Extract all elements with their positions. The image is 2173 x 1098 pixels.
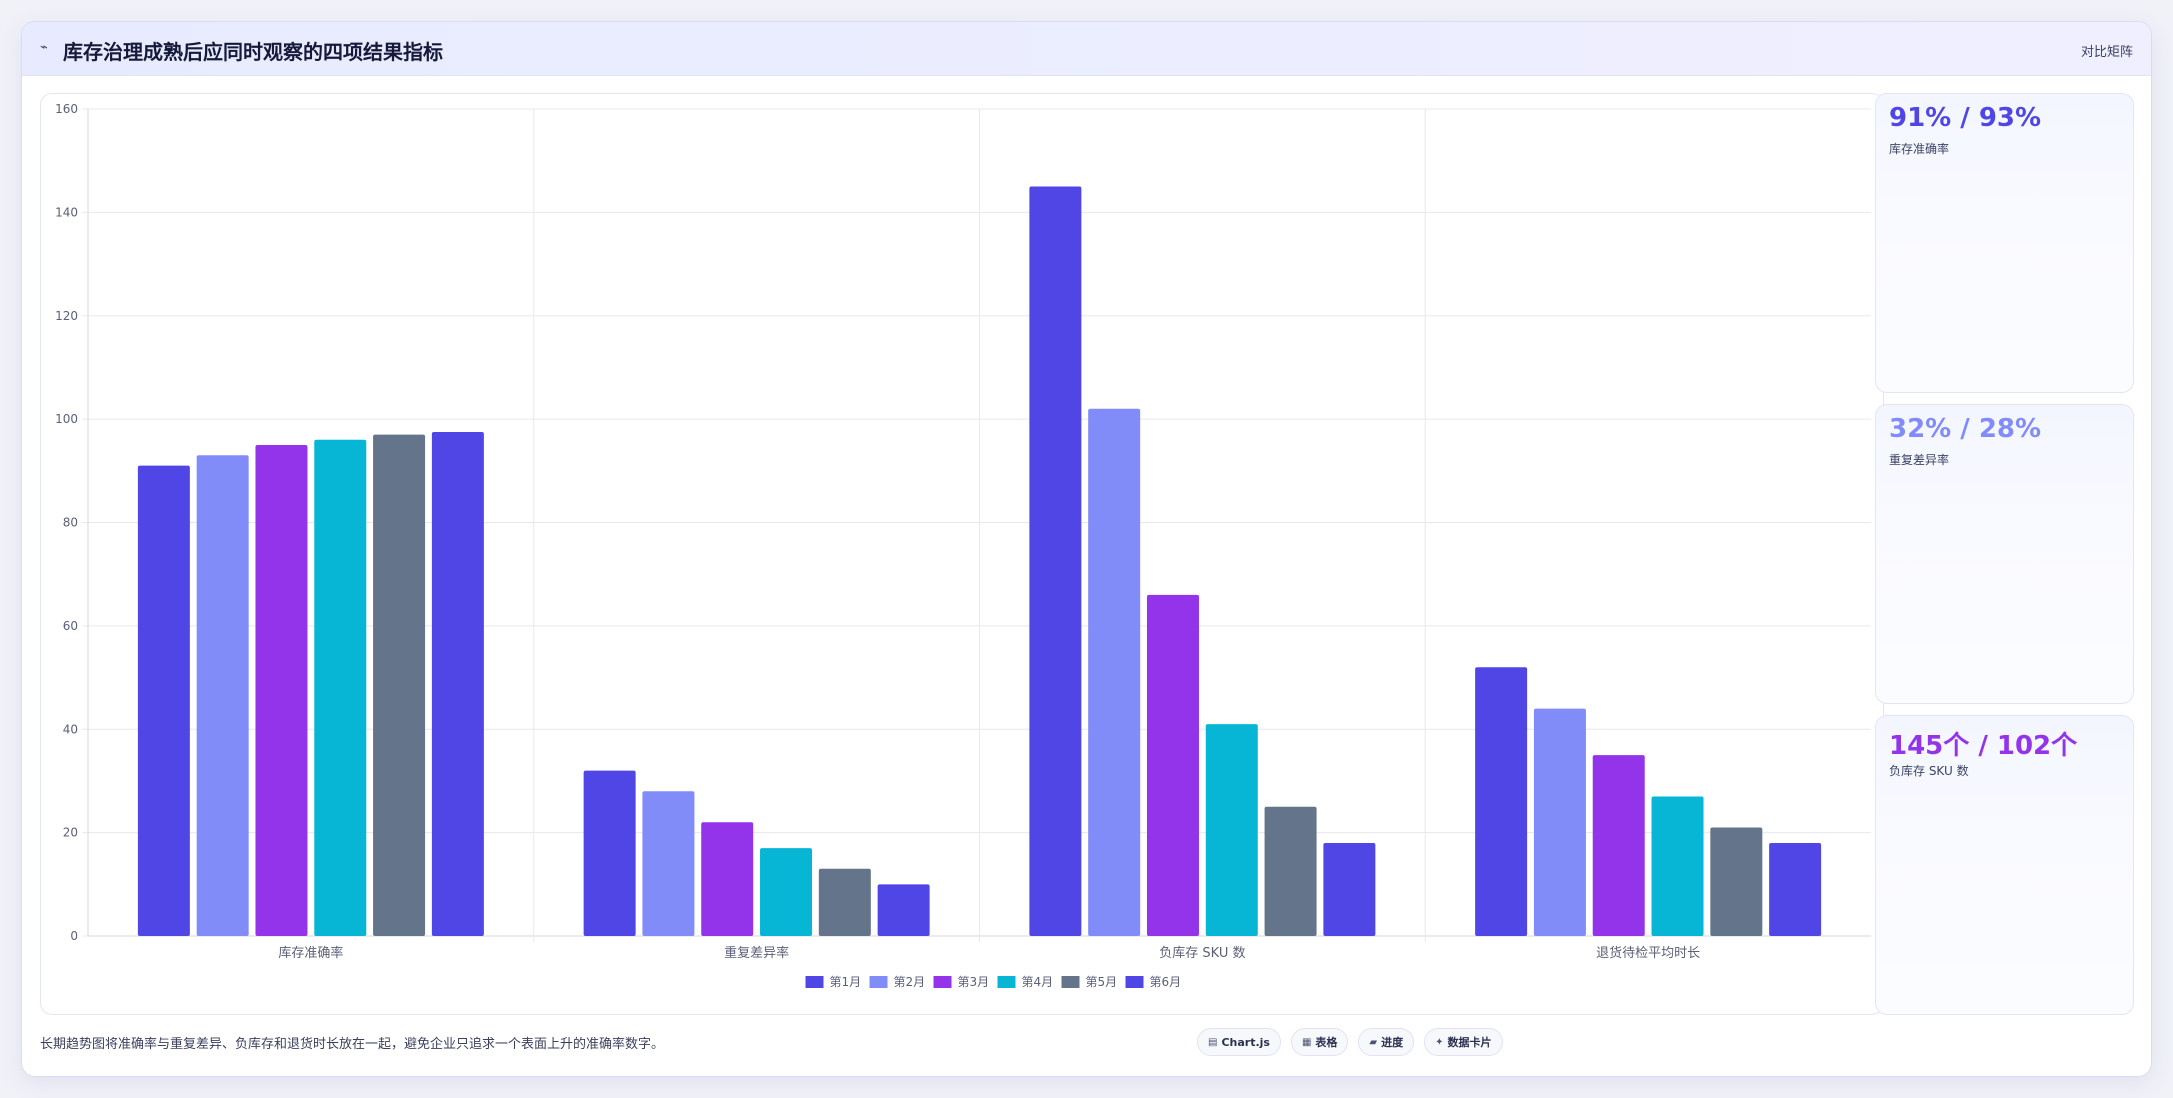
bar — [1205, 724, 1258, 936]
bar — [642, 791, 695, 936]
legend-swatch — [1125, 976, 1144, 988]
stat-label: 库存准确率 — [1889, 142, 1950, 156]
x-tick-label: 库存准确率 — [278, 945, 343, 961]
legend-label: 第5月 — [1086, 975, 1118, 989]
y-tick-label: 100 — [55, 412, 78, 426]
bar — [255, 444, 308, 936]
chartjs-chip[interactable]: ▤ Chart.js — [1197, 1028, 1281, 1056]
y-tick-label: 20 — [63, 826, 78, 840]
bar — [1710, 827, 1763, 936]
bar — [1592, 755, 1645, 936]
legend-label: 第4月 — [1022, 975, 1054, 989]
bar — [1146, 594, 1199, 936]
bar — [1769, 842, 1822, 936]
tool-chips: ▤ Chart.js ▦ 表格 ▰ 进度 ✦ 数据卡片 — [1197, 1028, 1503, 1056]
bar — [1088, 408, 1141, 937]
y-tick-label: 60 — [63, 619, 78, 633]
progress-chip[interactable]: ▰ 进度 — [1358, 1028, 1415, 1056]
stat-value: 32% / 28% — [1889, 414, 2042, 444]
x-tick-label: 重复差异率 — [724, 945, 789, 961]
bar — [760, 848, 813, 936]
stat-value: 91% / 93% — [1889, 103, 2042, 133]
stat-card-accuracy: 91% / 93% 库存准确率 — [1875, 93, 2134, 393]
page-title: 库存治理成熟后应同时观察的四项结果指标 — [63, 40, 443, 64]
x-tick-label: 负库存 SKU 数 — [1159, 945, 1245, 961]
bar — [431, 432, 484, 936]
legend-label: 第6月 — [1150, 975, 1182, 989]
legend-label: 第1月 — [830, 975, 862, 989]
table-chip[interactable]: ▦ 表格 — [1290, 1028, 1349, 1056]
y-tick-label: 40 — [63, 722, 78, 736]
stat-label: 负库存 SKU 数 — [1889, 764, 1969, 778]
legend-swatch — [869, 976, 888, 988]
chart-icon: ▤ — [1208, 1036, 1218, 1048]
bar-chart: 0 20 40 60 80 100 120 140 160 库存准确率 重复差异率 负库存 SKU 数… — [55, 102, 1871, 989]
y-tick-label: 120 — [55, 309, 78, 323]
bar — [196, 455, 249, 936]
bar — [1475, 667, 1528, 936]
chip-label: Chart.js — [1221, 1035, 1270, 1049]
legend-swatch — [805, 976, 824, 988]
bar — [877, 884, 930, 936]
bar — [818, 868, 871, 936]
bar — [701, 822, 754, 936]
stat-card-repeat-diff: 32% / 28% 重复差异率 — [1875, 404, 2134, 704]
chip-label: 表格 — [1315, 1036, 1338, 1049]
chip-label: 数据卡片 — [1447, 1036, 1492, 1049]
chip-label: 进度 — [1381, 1036, 1404, 1049]
footer-note: 长期趋势图将准确率与重复差异、负库存和退货时长放在一起，避免企业只追求一个表面上… — [40, 1037, 665, 1052]
sparkle-icon: ✦ — [1435, 1036, 1444, 1048]
y-tick-label: 80 — [63, 516, 78, 530]
bar — [314, 439, 367, 936]
legend-swatch — [1061, 976, 1080, 988]
bar — [583, 770, 636, 936]
trend-line-icon: ⌁ — [40, 40, 48, 55]
legend-swatch — [933, 976, 952, 988]
y-tick-label: 160 — [55, 102, 78, 116]
dashboard-card: ⌁ 库存治理成熟后应同时观察的四项结果指标 对比矩阵 0 20 40 60 80 100 1… — [21, 21, 2152, 1077]
legend-label: 第2月 — [894, 975, 926, 989]
progress-icon: ▰ — [1369, 1036, 1378, 1048]
bar — [1264, 806, 1317, 936]
y-tick-label: 0 — [70, 929, 78, 943]
legend-label: 第3月 — [958, 975, 990, 989]
table-icon: ▦ — [1301, 1036, 1312, 1048]
bar — [137, 465, 190, 936]
bar — [1029, 186, 1082, 936]
x-tick-label: 退货待检平均时长 — [1596, 945, 1700, 961]
data-card-chip[interactable]: ✦ 数据卡片 — [1424, 1028, 1503, 1056]
compare-matrix-link[interactable]: 对比矩阵 — [2080, 45, 2133, 60]
bar — [1651, 796, 1704, 936]
card-header: ⌁ 库存治理成熟后应同时观察的四项结果指标 对比矩阵 — [22, 22, 2151, 76]
legend-swatch — [997, 976, 1016, 988]
bar — [1323, 842, 1376, 936]
stat-card-negative-sku: 145个 / 102个 负库存 SKU 数 — [1875, 715, 2134, 1015]
bar — [373, 434, 426, 936]
stat-value: 145个 / 102个 — [1889, 731, 2078, 761]
bar — [1533, 708, 1586, 936]
stat-label: 重复差异率 — [1889, 453, 1950, 467]
y-tick-label: 140 — [55, 205, 78, 219]
bar-chart-panel: 0 20 40 60 80 100 120 140 160 库存准确率 重复差异率 负库存 SKU 数… — [40, 93, 1884, 1015]
